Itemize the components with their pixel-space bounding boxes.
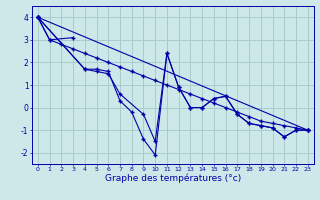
X-axis label: Graphe des températures (°c): Graphe des températures (°c): [105, 174, 241, 183]
